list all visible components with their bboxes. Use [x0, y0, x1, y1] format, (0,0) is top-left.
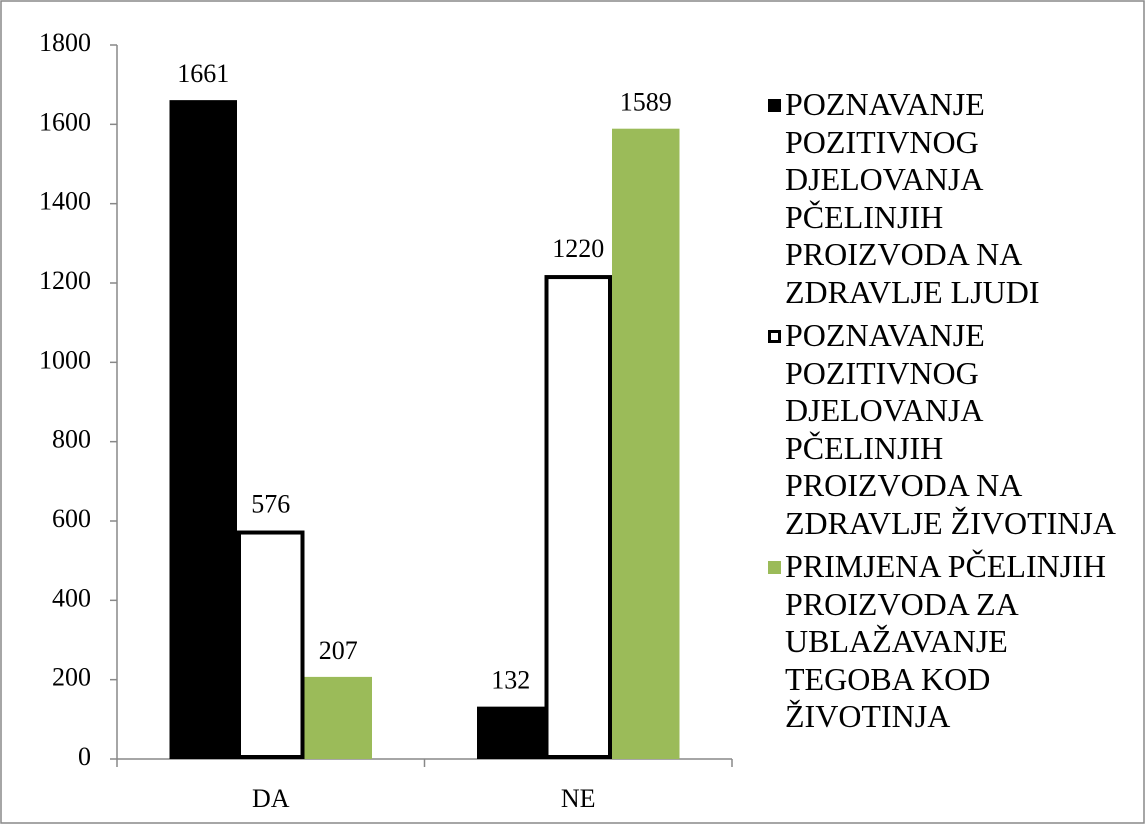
y-tick-label: 800 — [52, 425, 91, 454]
value-label: 576 — [251, 489, 290, 518]
x-tick-label: DA — [252, 784, 290, 813]
y-tick-label: 1000 — [39, 345, 91, 374]
bar — [477, 706, 545, 759]
legend-marker — [768, 561, 781, 574]
y-tick-label: 600 — [52, 504, 91, 533]
y-tick-label: 1800 — [39, 28, 91, 57]
legend-entry: POZNAVANJE POZITIVNOG DJELOVANJA PČELINJ… — [768, 86, 1128, 311]
value-label: 132 — [491, 666, 530, 695]
y-tick-label: 1600 — [39, 107, 91, 136]
y-tick-label: 1400 — [39, 187, 91, 216]
bar — [612, 128, 680, 760]
legend-label: POZNAVANJE POZITIVNOG DJELOVANJA PČELINJ… — [785, 86, 1040, 310]
x-tick-label: NE — [561, 784, 596, 813]
value-label: 1220 — [552, 234, 604, 263]
value-label: 207 — [319, 636, 358, 665]
legend-label: PRIMJENA PČELINJIH PROIZVODA ZA UBLAŽAVA… — [785, 548, 1106, 734]
bar — [544, 275, 612, 759]
value-label: 1661 — [177, 59, 229, 88]
y-tick-label: 400 — [52, 583, 91, 612]
legend-label: POZNAVANJE POZITIVNOG DJELOVANJA PČELINJ… — [785, 317, 1116, 541]
bar — [237, 530, 305, 760]
y-tick-label: 0 — [78, 742, 91, 771]
legend-entry: PRIMJENA PČELINJIH PROIZVODA ZA UBLAŽAVA… — [768, 548, 1128, 736]
bar — [169, 100, 237, 760]
legend-entry: POZNAVANJE POZITIVNOG DJELOVANJA PČELINJ… — [768, 317, 1128, 542]
value-label: 1589 — [620, 88, 672, 117]
y-tick-label: 1200 — [39, 266, 91, 295]
legend: POZNAVANJE POZITIVNOG DJELOVANJA PČELINJ… — [768, 86, 1128, 742]
legend-marker — [768, 330, 781, 343]
bar — [304, 676, 372, 759]
y-tick-label: 200 — [52, 663, 91, 692]
legend-marker — [768, 99, 781, 112]
